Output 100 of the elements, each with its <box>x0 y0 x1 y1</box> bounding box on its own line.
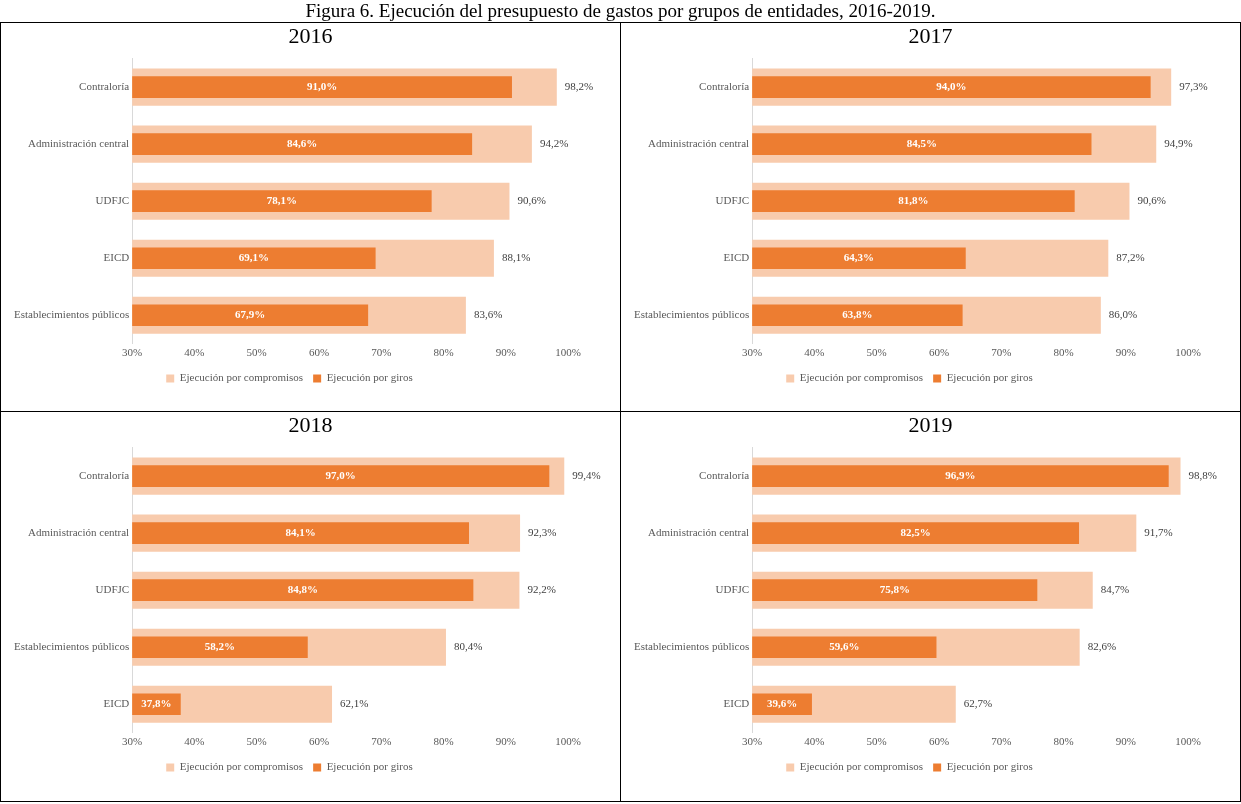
data-label: 75,8% <box>879 583 910 596</box>
data-label: 37,8% <box>141 697 172 710</box>
data-label: 99,4% <box>572 469 601 482</box>
data-label: 91,0% <box>306 79 338 92</box>
data-label: 84,6% <box>287 137 318 149</box>
x-tick-label: 40% <box>804 735 825 748</box>
y-tick-label: EICD <box>723 251 750 264</box>
y-tick-label: Establecimientos públicos <box>13 640 130 653</box>
y-tick-label: EICD <box>103 251 130 264</box>
chart-title: 2018 <box>287 412 334 438</box>
data-label: 94,9% <box>1164 137 1193 150</box>
y-tick-label: EICD <box>723 697 750 710</box>
data-label: 69,1% <box>238 251 270 264</box>
data-label: 39,6% <box>766 697 798 710</box>
x-tick-label: 30% <box>122 735 143 748</box>
y-tick-label: UDFJC <box>715 194 750 207</box>
y-tick-label: Administración central <box>28 526 130 539</box>
x-tick-label: 50% <box>866 735 887 748</box>
data-label: 67,9% <box>235 308 266 321</box>
data-label: 80,4% <box>453 640 483 653</box>
y-tick-label: UDFJC <box>95 194 130 207</box>
chart-title: 2019 <box>907 412 954 438</box>
data-label: 64,3% <box>843 251 875 264</box>
x-tick-label: 100% <box>555 346 581 359</box>
legend-label: Ejecución por giros <box>946 371 1033 384</box>
data-label: 94,0% <box>936 79 967 92</box>
legend-label: Ejecución por giros <box>946 760 1033 773</box>
data-label: 82,5% <box>900 526 931 538</box>
x-tick-label: 40% <box>804 346 825 359</box>
data-label: 84,1% <box>285 526 316 538</box>
chart-title: 2017 <box>907 23 954 49</box>
data-label: 83,6% <box>473 308 503 321</box>
x-tick-label: 100% <box>1175 346 1201 359</box>
y-tick-label: Administración central <box>648 137 750 150</box>
x-tick-label: 90% <box>495 346 516 359</box>
data-label: 59,6% <box>829 640 860 653</box>
data-label: 58,2% <box>204 640 236 653</box>
x-tick-label: 80% <box>1053 735 1074 748</box>
x-tick-label: 100% <box>1175 735 1201 748</box>
data-label: 97,0% <box>325 468 356 481</box>
x-tick-label: 50% <box>866 346 887 359</box>
y-tick-label: UDFJC <box>95 583 130 596</box>
x-tick-label: 70% <box>991 735 1012 748</box>
data-label: 96,9% <box>945 468 976 481</box>
y-tick-label: Contraloría <box>79 469 130 482</box>
data-label: 86,0% <box>1108 308 1138 321</box>
y-tick-label: Administración central <box>648 526 750 539</box>
legend-label: Ejecución por compromisos <box>179 371 304 384</box>
x-tick-label: 80% <box>433 735 454 748</box>
x-tick-label: 90% <box>495 735 516 748</box>
x-tick-label: 100% <box>555 735 581 748</box>
legend-label: Ejecución por compromisos <box>799 371 924 384</box>
x-tick-label: 60% <box>928 346 950 359</box>
data-label: 88,1% <box>501 251 531 264</box>
x-tick-label: 30% <box>742 735 763 748</box>
x-tick-label: 90% <box>1115 346 1136 359</box>
data-label: 84,5% <box>906 137 937 149</box>
data-label: 81,8% <box>898 194 929 207</box>
legend-label: Ejecución por giros <box>326 371 413 384</box>
x-tick-label: 30% <box>122 346 143 359</box>
data-label: 87,2% <box>1116 251 1145 264</box>
x-tick-label: 90% <box>1115 735 1136 748</box>
data-label: 97,3% <box>1179 80 1208 93</box>
data-label: 91,7% <box>1144 526 1173 539</box>
y-tick-label: Contraloría <box>699 80 750 93</box>
x-tick-label: 40% <box>184 735 205 748</box>
x-tick-label: 60% <box>928 735 950 748</box>
data-label: 94,2% <box>539 137 569 150</box>
x-tick-label: 30% <box>742 346 763 359</box>
data-label: 84,8% <box>287 583 318 596</box>
x-tick-label: 50% <box>246 346 267 359</box>
text: Figura 6. Ejecución del presupuesto de gastos por grupos de entidades, 2016-2019. <box>304 0 937 22</box>
y-tick-label: UDFJC <box>715 583 750 596</box>
data-label: 63,8% <box>842 308 873 321</box>
x-tick-label: 80% <box>1053 346 1074 359</box>
x-tick-label: 80% <box>433 346 454 359</box>
x-tick-label: 60% <box>308 735 330 748</box>
y-tick-label: Contraloría <box>699 469 750 482</box>
data-label: 98,8% <box>1188 469 1217 482</box>
data-label: 78,1% <box>266 194 298 207</box>
data-label: 90,6% <box>517 194 546 207</box>
data-label: 62,1% <box>340 697 369 710</box>
y-tick-label: Establecimientos públicos <box>633 640 750 653</box>
data-label: 84,7% <box>1100 583 1130 596</box>
y-tick-label: EICD <box>103 697 130 710</box>
x-tick-label: 70% <box>371 346 392 359</box>
x-tick-label: 50% <box>246 735 267 748</box>
legend-label: Ejecución por compromisos <box>179 760 304 773</box>
y-tick-label: Administración central <box>28 137 130 150</box>
data-label: 82,6% <box>1087 640 1117 653</box>
x-tick-label: 60% <box>308 346 330 359</box>
legend-label: Ejecución por compromisos <box>799 760 924 773</box>
data-label: 92,3% <box>528 526 557 539</box>
x-tick-label: 70% <box>991 346 1012 359</box>
data-label: 92,2% <box>527 583 556 596</box>
data-label: 98,2% <box>564 80 594 93</box>
legend-label: Ejecución por giros <box>326 760 413 773</box>
y-tick-label: Contraloría <box>79 80 130 93</box>
chart-title: 2016 <box>287 23 334 49</box>
y-tick-label: Establecimientos públicos <box>633 308 750 321</box>
